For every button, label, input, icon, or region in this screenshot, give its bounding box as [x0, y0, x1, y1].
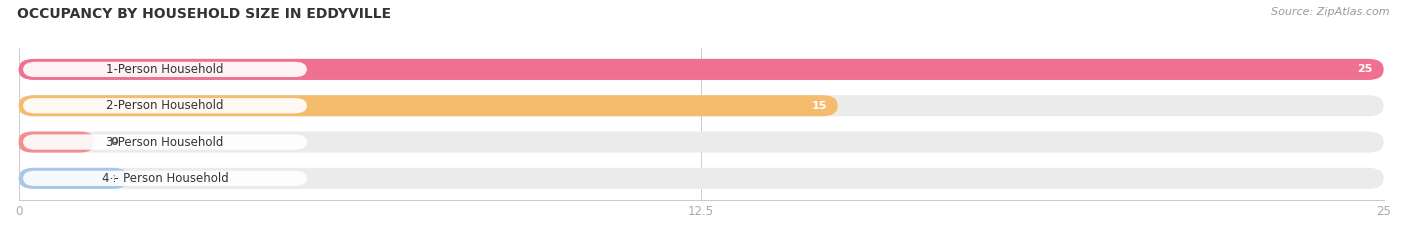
- FancyBboxPatch shape: [22, 62, 307, 77]
- Text: 2: 2: [110, 173, 117, 183]
- Text: 2-Person Household: 2-Person Household: [107, 99, 224, 112]
- Text: OCCUPANCY BY HOUSEHOLD SIZE IN EDDYVILLE: OCCUPANCY BY HOUSEHOLD SIZE IN EDDYVILLE: [17, 7, 391, 21]
- FancyBboxPatch shape: [22, 171, 307, 186]
- FancyBboxPatch shape: [18, 168, 1384, 189]
- Text: 25: 25: [1357, 64, 1372, 74]
- FancyBboxPatch shape: [18, 95, 1384, 116]
- FancyBboxPatch shape: [18, 131, 1384, 153]
- FancyBboxPatch shape: [18, 95, 838, 116]
- Text: 3-Person Household: 3-Person Household: [107, 136, 224, 148]
- Text: 15: 15: [811, 101, 827, 111]
- FancyBboxPatch shape: [18, 59, 1384, 80]
- Text: 1-Person Household: 1-Person Household: [107, 63, 224, 76]
- FancyBboxPatch shape: [18, 168, 128, 189]
- FancyBboxPatch shape: [18, 59, 1384, 80]
- FancyBboxPatch shape: [22, 98, 307, 113]
- Text: 0: 0: [110, 137, 118, 147]
- Text: Source: ZipAtlas.com: Source: ZipAtlas.com: [1271, 7, 1389, 17]
- FancyBboxPatch shape: [22, 134, 307, 150]
- FancyBboxPatch shape: [18, 131, 94, 153]
- Text: 4+ Person Household: 4+ Person Household: [101, 172, 228, 185]
